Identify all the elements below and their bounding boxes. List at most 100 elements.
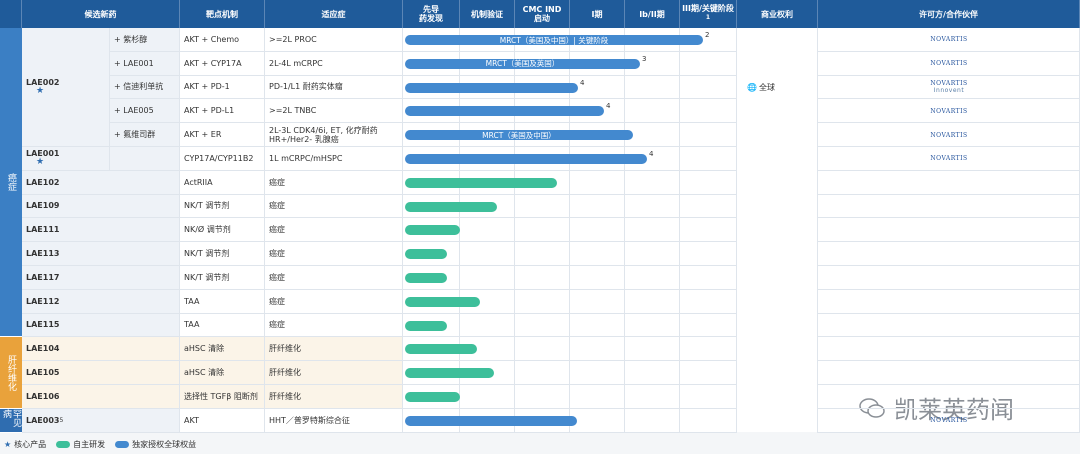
grid-cell [515, 313, 570, 338]
indication: 2L-4L mCRPC [265, 51, 403, 76]
legend-swatch [56, 441, 71, 448]
grid-cell [818, 385, 1080, 409]
grid-cell [515, 385, 570, 409]
combo-name: + 紫杉醇 [114, 34, 148, 44]
grid-cell [570, 170, 625, 195]
bar-sup: 4 [649, 150, 654, 158]
indication: 癌症 [265, 242, 403, 266]
grid-cell [680, 28, 737, 52]
grid-cell [818, 170, 1080, 195]
progress-bar [405, 368, 494, 379]
mechanism: ActRIIA [180, 170, 265, 195]
mechanism: aHSC 清除 [180, 337, 265, 362]
grid-cell [680, 99, 737, 124]
sub-cell [110, 147, 180, 171]
header-cell: 机制验证 [460, 0, 515, 28]
mechanism: NK/Ø 调节剂 [180, 218, 265, 243]
grid-cell [680, 123, 737, 147]
progress-bar: MRCT（美国及英国） [405, 58, 640, 69]
grid-cell [625, 266, 680, 290]
grid-cell [460, 313, 515, 338]
grid-cell [625, 147, 680, 171]
progress-bar [405, 154, 647, 164]
header-text: 启动 [534, 14, 550, 23]
mechanism: 选择性 TGFβ 阻断剂 [180, 385, 265, 409]
watermark: 凯莱英药闻 [858, 390, 1014, 425]
mechanism: NK/T 调节剂 [180, 194, 265, 219]
bar-label: MRCT（美国及中国） [482, 130, 556, 140]
grid-cell [818, 289, 1080, 314]
mechanism: NK/T 调节剂 [180, 242, 265, 266]
sub-cell: + 紫杉醇 [110, 28, 180, 52]
partner-logo: NOVARTIS [930, 131, 968, 139]
grid-cell [570, 99, 625, 124]
bar-sup: 2 [705, 31, 710, 39]
progress-bar [405, 273, 447, 283]
mechanism: AKT + PD-L1 [180, 99, 265, 124]
progress-bar [405, 415, 577, 426]
progress-bar: MRCT（美国及中国） [405, 130, 633, 141]
partner-cell: NOVARTIS [818, 123, 1080, 147]
grid-cell [680, 51, 737, 76]
indication: HHT／普罗特斯综合征 [265, 408, 403, 433]
grid-cell [570, 266, 625, 290]
candidate-name: LAE109 [26, 201, 60, 211]
header-cell: 靶点机制 [180, 0, 265, 28]
header-text: 机制验证 [471, 9, 503, 19]
combo-name: + 信迪利单抗 [114, 82, 164, 92]
header-cell: III期/关键阶段1 [680, 0, 737, 28]
header-cell: Ib/II期 [625, 0, 680, 28]
grid-cell [570, 75, 625, 100]
partner-cell: NOVARTIS [818, 52, 1080, 76]
indication: 癌症 [265, 194, 403, 219]
candidate-cell: LAE115 [22, 313, 180, 338]
mechanism: CYP17A/CYP11B2 [180, 147, 265, 171]
grid-cell [460, 194, 515, 219]
grid-cell [570, 385, 625, 409]
legend-label: 独家授权全球权益 [132, 440, 197, 449]
progress-bar [405, 177, 557, 188]
mechanism: AKT + ER [180, 123, 265, 147]
rights-col [737, 28, 818, 433]
candidate-name: LAE106 [26, 391, 60, 401]
mechanism: AKT [180, 408, 265, 433]
candidate-cell: LAE102 [22, 170, 180, 195]
grid-cell [570, 408, 625, 433]
progress-bar [405, 82, 578, 93]
grid-cell [680, 289, 737, 314]
grid-cell [515, 170, 570, 195]
progress-bar: MRCT（美国及中国）| 关键阶段 [405, 35, 703, 45]
grid-cell [680, 170, 737, 195]
indication: >=2L TNBC [265, 99, 403, 124]
rights: 🌐 全球 [747, 82, 775, 93]
candidate-cell: LAE104 [22, 337, 180, 362]
partner-logo: NOVARTIS [930, 417, 968, 425]
candidate-name: LAE102 [26, 177, 60, 187]
grid-cell [460, 289, 515, 314]
candidate-cell: LAE003 5 [22, 408, 180, 433]
group-label: 癌症 [6, 173, 16, 192]
partner-logo: NOVARTIS [930, 60, 968, 68]
legend-item: 独家授权全球权益 [115, 439, 196, 450]
grid-cell [515, 242, 570, 266]
legend-label: 自主研发 [73, 440, 106, 449]
grid-cell [570, 194, 625, 219]
grid-cell [460, 242, 515, 266]
indication: PD-1/L1 耐药实体瘤 [265, 75, 403, 100]
combo-name: + LAE001 [114, 58, 154, 68]
grid-cell [625, 385, 680, 409]
legend-star: ★ [4, 440, 12, 449]
grid-cell [818, 313, 1080, 338]
header-corner [0, 0, 22, 28]
grid-cell [680, 361, 737, 385]
progress-bar [405, 344, 477, 355]
header-text: Ib/II期 [639, 9, 665, 19]
grid-cell [570, 242, 625, 266]
grid-cell [680, 218, 737, 243]
candidate-name: LAE117 [26, 272, 60, 282]
grid-cell [515, 266, 570, 290]
grid-cell [818, 218, 1080, 243]
grid-cell [625, 408, 680, 433]
grid-cell [460, 218, 515, 243]
globe-icon: 🌐 [747, 83, 757, 92]
